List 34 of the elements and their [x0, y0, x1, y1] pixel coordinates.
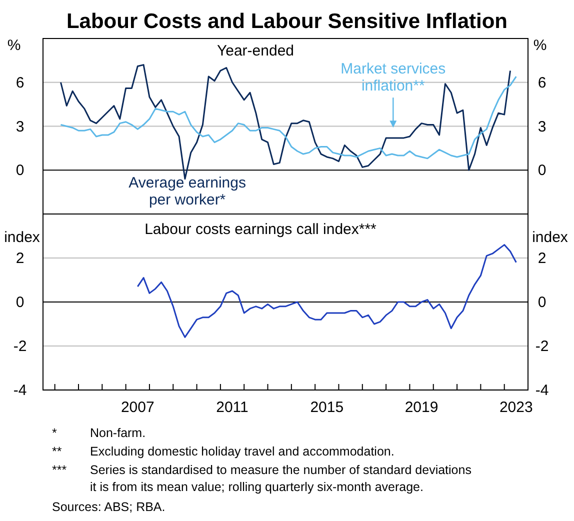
- text: Labour costs earnings call index***: [144, 221, 377, 238]
- x-tick-label: 2023: [499, 399, 533, 416]
- line-series: [60, 76, 517, 160]
- y-axis-title: %: [7, 37, 21, 54]
- y-tick-label: 0: [16, 294, 24, 311]
- y-tick-label: -2: [13, 338, 27, 355]
- y2-tick-label: 3: [538, 118, 546, 136]
- y-axis-title: index: [4, 229, 40, 246]
- y2-tick-label: 2: [538, 250, 546, 267]
- line-series: [136, 244, 517, 338]
- chart-subtitle: Year-ended: [216, 42, 294, 60]
- y2-tick-label: 0: [538, 162, 546, 180]
- y-tick-label: 0: [16, 162, 24, 180]
- series-label: Average earnings per worker*: [128, 174, 246, 209]
- x-tick-label: 2007: [120, 399, 154, 416]
- y-tick-label: 3: [16, 118, 24, 136]
- y-tick-label: -4: [13, 382, 27, 399]
- x-tick-label: 2011: [216, 399, 248, 416]
- text: *** Series is standardised to measure the number of standard deviations it is from its mean value; rolling quarterly six-month average.: [52, 463, 472, 494]
- x-tick-label: 2019: [404, 399, 438, 416]
- x-tick-label: 2015: [310, 399, 344, 416]
- y2-tick-label: 0: [538, 294, 546, 311]
- y-tick-label: 6: [16, 74, 24, 92]
- y2-tick-label: 6: [538, 74, 546, 92]
- source-note: Sources: ABS; RBA.: [52, 500, 166, 514]
- y2-tick-label: -2: [535, 338, 549, 355]
- y2-axis-title: %: [533, 37, 547, 54]
- y2-axis-title: index: [532, 229, 568, 246]
- y-tick-label: 2: [16, 250, 24, 267]
- text: Market services inflation**: [340, 60, 446, 95]
- text: ** Excluding domestic holiday travel and accommodation.: [52, 444, 394, 458]
- y2-tick-label: -4: [535, 382, 549, 399]
- text: * Non-farm.: [52, 426, 146, 440]
- chart-title: Labour Costs and Labour Sensitive Inflation: [66, 10, 508, 33]
